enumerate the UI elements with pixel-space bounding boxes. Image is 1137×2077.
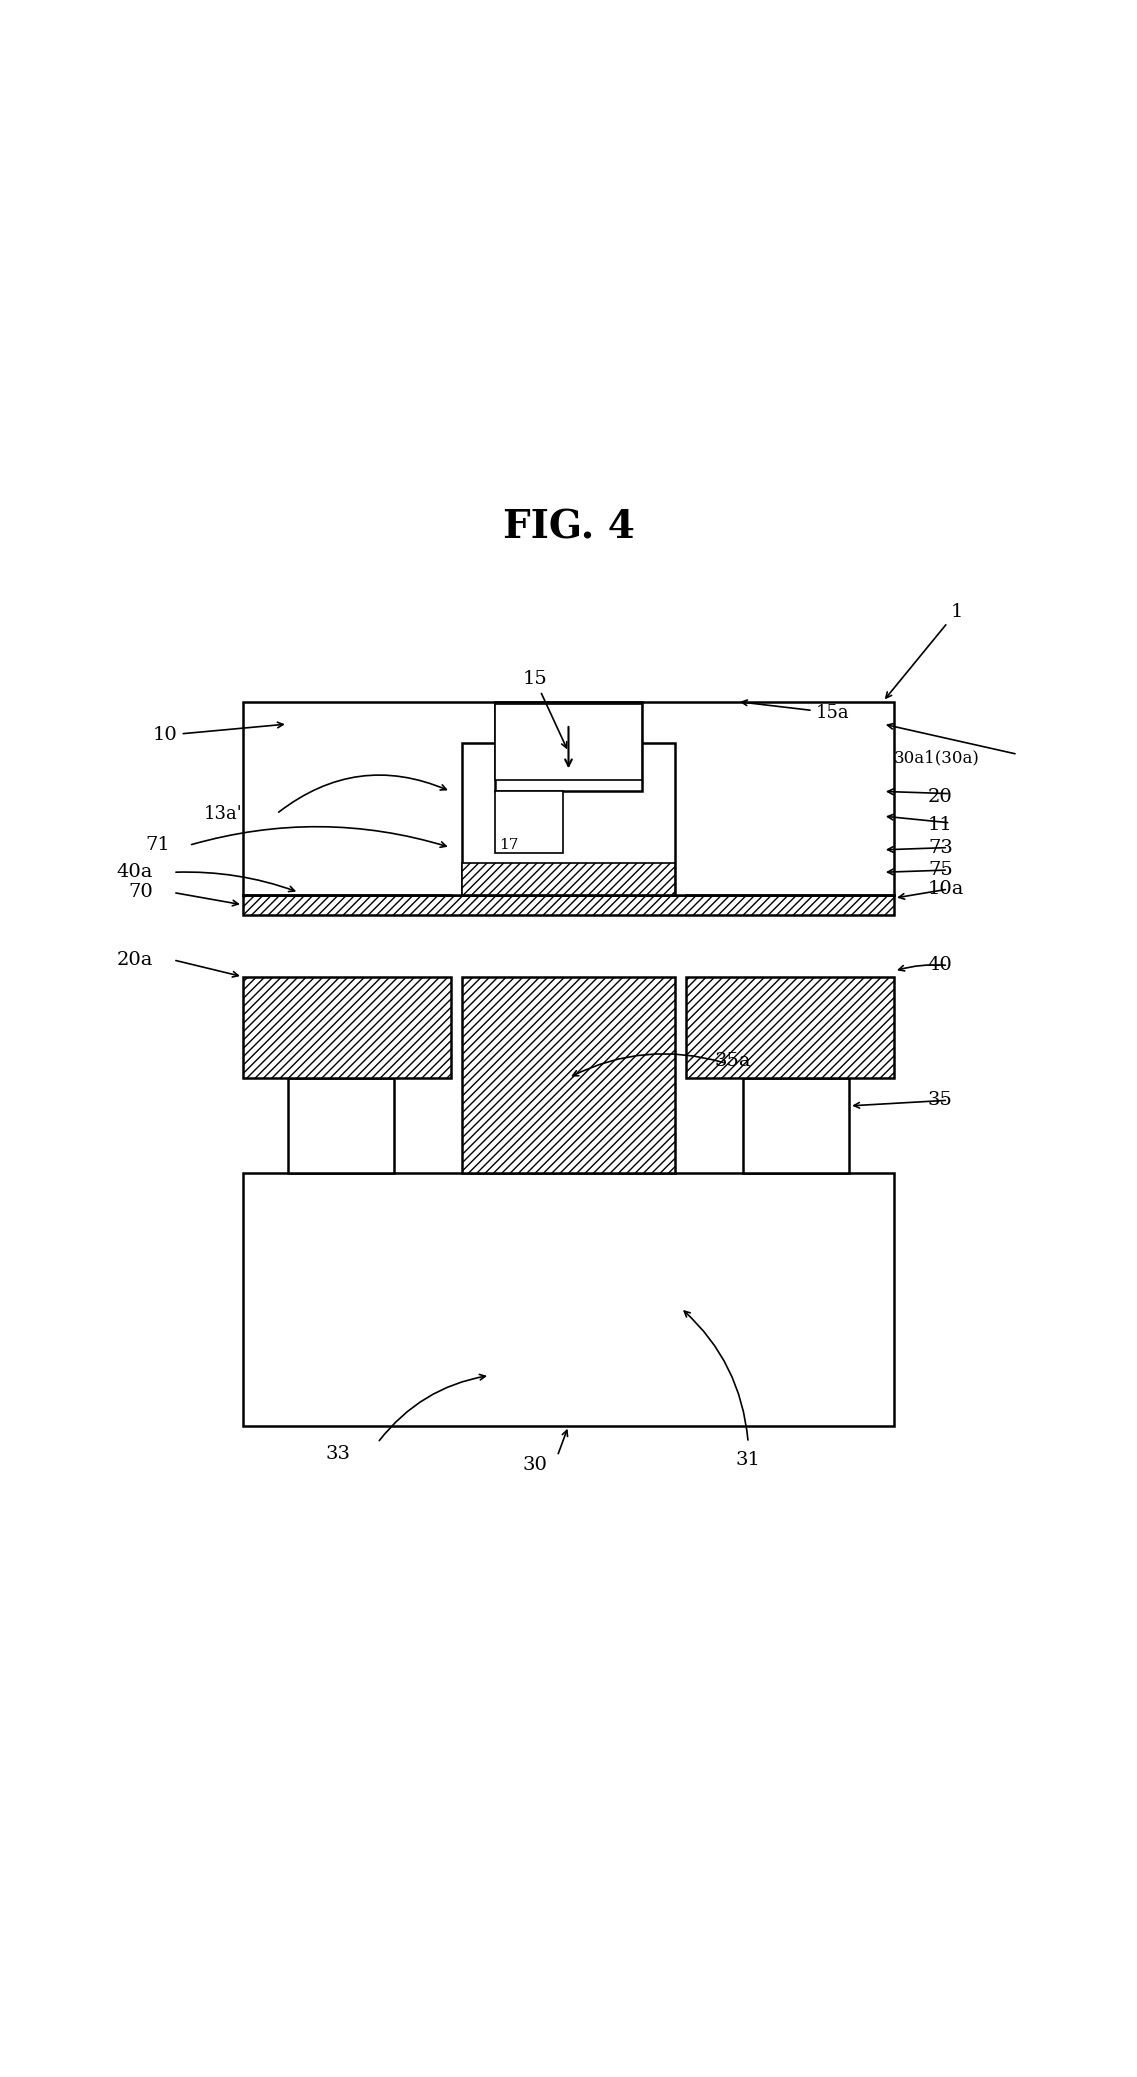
FancyBboxPatch shape [243,1174,894,1427]
Text: 31: 31 [736,1450,761,1468]
FancyBboxPatch shape [496,791,563,854]
FancyBboxPatch shape [742,1078,849,1174]
Text: 33: 33 [326,1446,350,1462]
Text: 20a: 20a [117,951,153,968]
Text: 73: 73 [928,839,953,856]
Text: 10: 10 [153,723,283,744]
FancyBboxPatch shape [462,976,675,1174]
Text: 11: 11 [928,816,953,835]
Text: 15a: 15a [741,700,849,723]
FancyBboxPatch shape [243,702,894,895]
Text: 70: 70 [128,883,153,901]
Text: 10a: 10a [928,881,964,897]
FancyBboxPatch shape [687,976,894,1078]
Text: 1: 1 [886,602,963,698]
Text: 40: 40 [928,957,953,974]
FancyBboxPatch shape [496,702,641,791]
Text: 20: 20 [928,787,953,806]
Text: FIG. 4: FIG. 4 [503,509,634,546]
FancyBboxPatch shape [243,976,450,1078]
Text: 35: 35 [928,1090,953,1109]
Text: 13a': 13a' [204,806,242,822]
FancyBboxPatch shape [288,1078,395,1174]
Text: 75: 75 [928,862,953,879]
Text: 30a1(30a): 30a1(30a) [894,750,980,766]
FancyBboxPatch shape [462,744,675,895]
Text: 15: 15 [522,671,566,748]
Text: 17: 17 [499,839,518,852]
FancyBboxPatch shape [496,704,641,781]
Text: 71: 71 [146,837,169,854]
Text: 40a: 40a [117,864,153,881]
FancyBboxPatch shape [243,895,894,916]
Text: 35a: 35a [714,1051,752,1070]
FancyBboxPatch shape [462,864,675,895]
Text: 30: 30 [522,1456,547,1475]
